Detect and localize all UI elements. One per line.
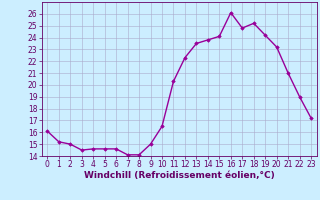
X-axis label: Windchill (Refroidissement éolien,°C): Windchill (Refroidissement éolien,°C) [84,171,275,180]
